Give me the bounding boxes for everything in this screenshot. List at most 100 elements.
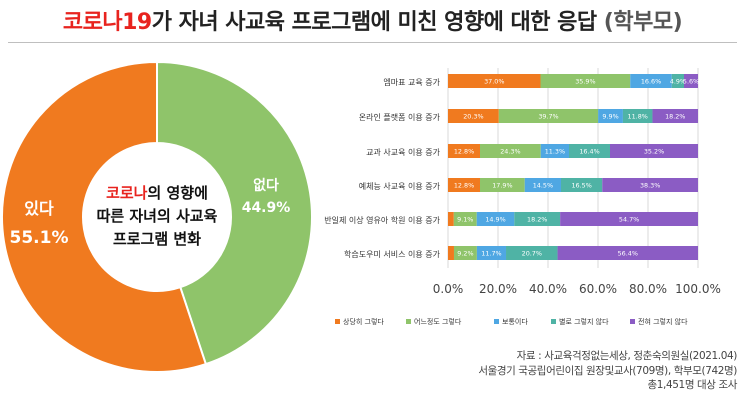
bar-data-label: 39.7% (538, 113, 558, 121)
bar-segment (540, 144, 569, 158)
pie-slice (156, 60, 313, 366)
category-label: 온라인 플랫폼 이용 증가 (359, 112, 441, 122)
legend-label: 상당히 그렇다 (343, 317, 384, 326)
bar-segment (557, 246, 698, 260)
legend-label: 보통이다 (502, 317, 528, 326)
source-line1: 자료 : 사교육걱정없는세상, 정춘숙의원실(2021.04) (516, 350, 738, 362)
bar-segment (480, 178, 525, 192)
category-label: 예체능 사교육 이용 증가 (359, 181, 441, 191)
bar-segment (630, 74, 672, 88)
category-label: 교과 사교육 이용 증가 (366, 147, 441, 157)
bar-data-label: 37.0% (484, 78, 504, 86)
legend-swatch (335, 319, 340, 324)
bar-segment (569, 144, 610, 158)
bar-data-label: 12.8% (454, 182, 474, 190)
bar-data-label: 11.8% (628, 113, 648, 121)
bar-segment (448, 109, 499, 123)
bar-data-label: 18.2% (527, 216, 547, 224)
x-tick-label: 0.0% (433, 282, 464, 296)
bar-segment (448, 74, 541, 88)
bar-data-label: 14.5% (533, 182, 553, 190)
x-tick-label: 80.0% (629, 282, 667, 296)
pie-slice-label-none: 없다 (253, 178, 279, 194)
bar-data-label: 56.4% (618, 250, 638, 258)
x-tick-label: 20.0% (479, 282, 517, 296)
bar-data-label: 14.9% (485, 216, 505, 224)
x-tick-label: 40.0% (529, 282, 567, 296)
legend-label: 어느정도 그렇다 (414, 317, 462, 326)
bar-data-label: 16.4% (579, 148, 599, 156)
bar-segment (684, 74, 698, 88)
title-main: 가 자녀 사교육 프로그램에 미친 영향에 대한 응답 (151, 10, 597, 35)
bar-data-label: 16.6% (641, 78, 661, 86)
legend-swatch (630, 319, 635, 324)
source-line3: 총1,451명 대상 조사 (647, 379, 738, 391)
bar-segment (480, 144, 541, 158)
pie-slice (1, 60, 208, 373)
bar-segment (448, 178, 480, 192)
legend-swatch (551, 319, 556, 324)
bar-segment (524, 178, 561, 192)
legend-label: 전혀 그렇지 않다 (638, 317, 688, 326)
bar-segment (540, 74, 631, 88)
bar-data-label: 11.3% (545, 148, 565, 156)
category-label: 엠마표 교육 증가 (383, 77, 440, 87)
bar-data-label: 24.3% (500, 148, 520, 156)
pie-center-line3: 프로그램 변화 (113, 230, 201, 248)
category-label: 반일제 이상 영유아 학원 이용 증가 (324, 215, 440, 225)
bar-segment (610, 144, 698, 158)
legend-swatch (406, 319, 411, 324)
title-highlight: 코로나19 (62, 10, 152, 35)
pie-slice-value-none: 44.9% (242, 200, 291, 216)
pie-center-highlight: 코로나 (106, 184, 148, 202)
bar-segment (652, 109, 698, 123)
bar-segment (498, 109, 599, 123)
pie-slice-value-yes: 55.1% (10, 228, 69, 248)
bar-segment (453, 212, 477, 226)
bar-data-label: 17.9% (492, 182, 512, 190)
bar-segment (671, 74, 684, 88)
x-tick-label: 60.0% (579, 282, 617, 296)
pie-center-line1: 코로나의 영향에 (106, 184, 208, 202)
bar-data-label: 12.8% (454, 148, 474, 156)
bar-data-label: 9.1% (457, 216, 473, 224)
bar-segment (622, 109, 653, 123)
pie-center-line2: 따른 자녀의 사교육 (97, 207, 218, 225)
bar-data-label: 11.7% (481, 250, 501, 258)
bar-data-label: 9.2% (457, 250, 473, 258)
source-note: 자료 : 사교육걱정없는세상, 정춘숙의원실(2021.04) 서울경기 국공립… (478, 349, 737, 393)
bar-segment (476, 246, 507, 260)
title-divider (8, 42, 737, 43)
x-tick-label: 100.0% (675, 282, 721, 296)
category-label: 학습도우미 서비스 이용 증가 (344, 249, 441, 259)
bar-data-label: 20.3% (463, 113, 483, 121)
bar-data-label: 35.9% (575, 78, 595, 86)
legend-label: 별로 그렇지 않다 (559, 317, 609, 326)
bar-segment (506, 246, 558, 260)
bar-segment (448, 144, 480, 158)
legend-swatch (494, 319, 499, 324)
bar-data-label: 20.7% (522, 250, 542, 258)
bar-data-label: 18.2% (665, 113, 685, 121)
bar-segment (453, 246, 477, 260)
pie-slice-label-yes: 있다 (24, 199, 54, 218)
bar-segment (514, 212, 561, 226)
bar-data-label: 38.3% (640, 182, 660, 190)
chart-title: 코로나19가 자녀 사교육 프로그램에 미친 영향에 대한 응답 (학부모) (0, 4, 745, 36)
bar-segment (560, 212, 698, 226)
bar-data-label: 54.7% (619, 216, 639, 224)
bar-segment (602, 178, 698, 192)
bar-segment (598, 109, 623, 123)
bar-segment (476, 212, 515, 226)
bar-data-label: 35.2% (644, 148, 664, 156)
bar-data-label: 5.6% (683, 78, 699, 86)
bar-segment (448, 246, 454, 260)
source-line2: 서울경기 국공립어린이집 원장및교사(709명), 학부모(742명) (478, 364, 737, 377)
bar-segment (561, 178, 603, 192)
bar-data-label: 4.9% (670, 78, 686, 86)
bar-data-label: 9.9% (602, 113, 618, 121)
pie-center-rest: 의 영향에 (147, 184, 207, 202)
title-suffix: (학부모) (603, 10, 683, 35)
